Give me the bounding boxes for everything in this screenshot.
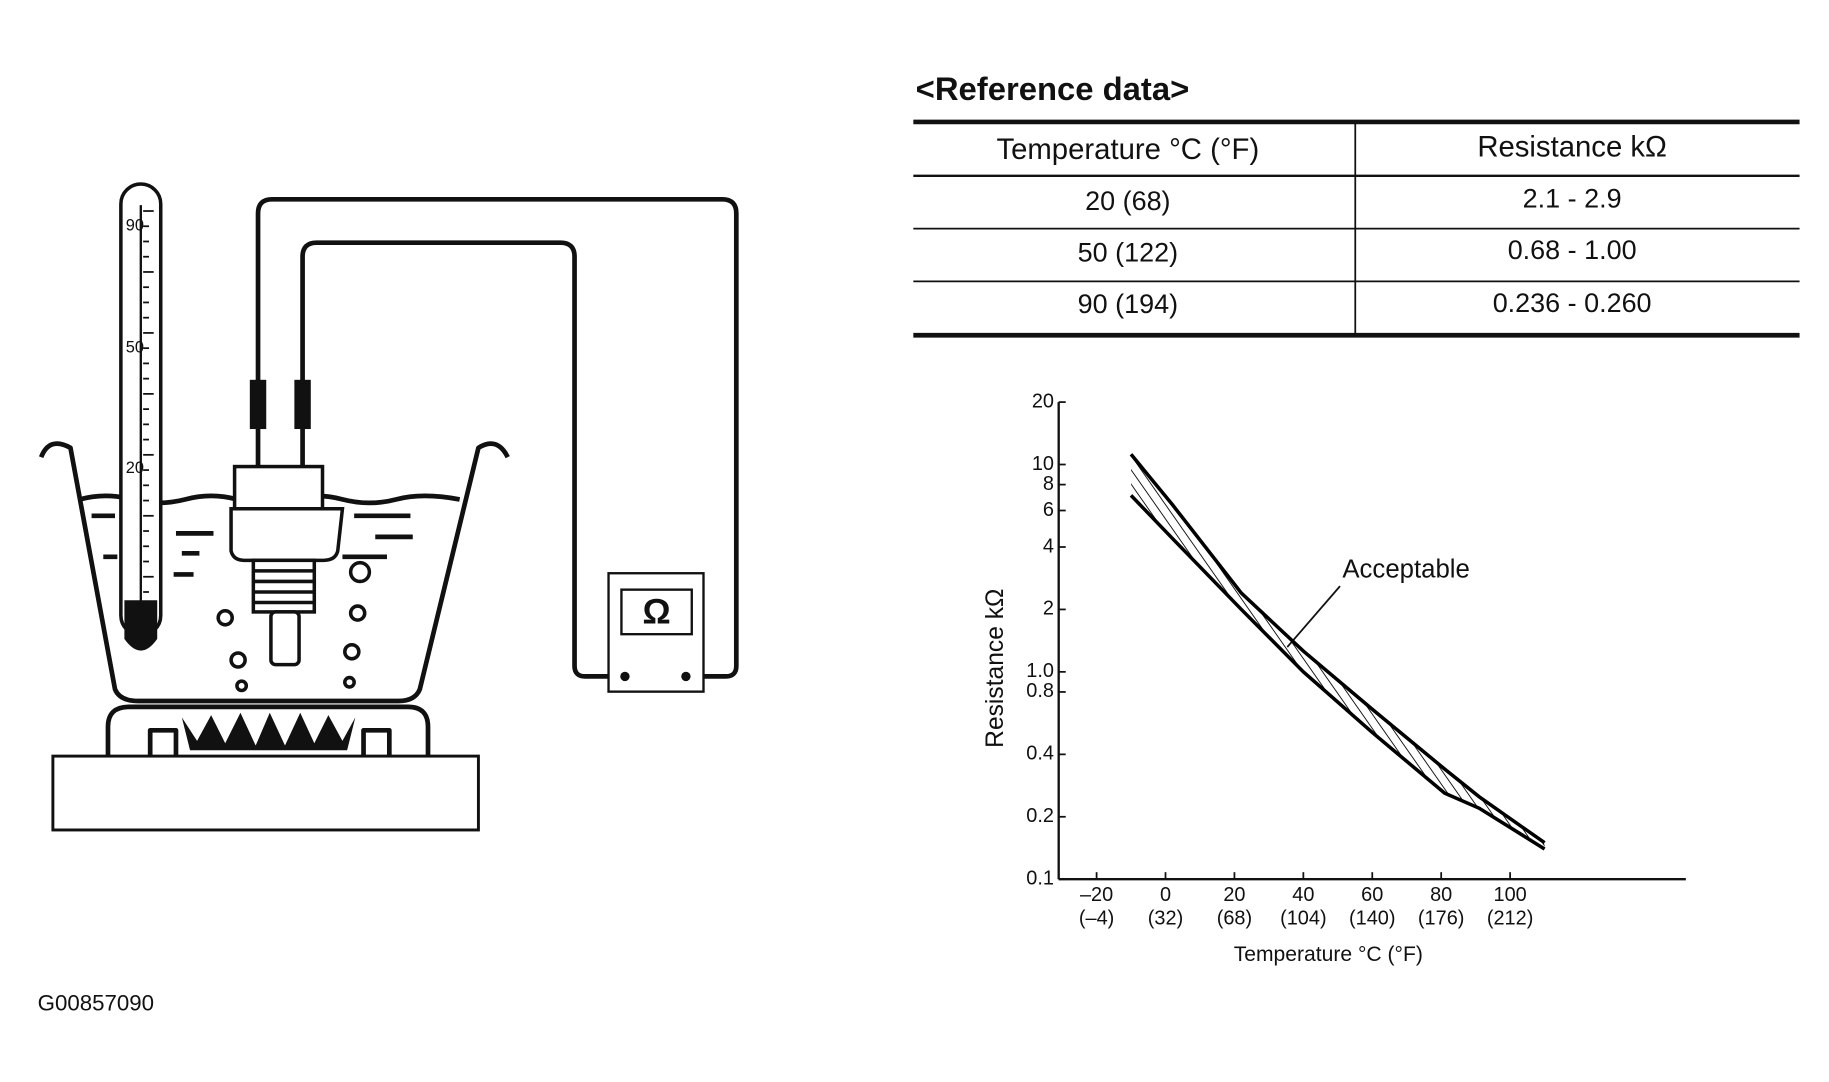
y-tick-label: 10 — [1032, 453, 1054, 475]
table-cell: 0.236 - 0.260 — [1493, 288, 1652, 318]
y-tick-label: 0.1 — [1026, 867, 1054, 889]
y-axis-label: Resistance kΩ — [982, 589, 1009, 748]
table-cell: 50 (122) — [1078, 238, 1178, 268]
annotation-leader — [1286, 585, 1341, 648]
x-tick-label: 0 — [1160, 884, 1171, 906]
annotation: Acceptable — [1342, 556, 1469, 584]
table-header: Resistance kΩ — [1477, 131, 1667, 164]
probe-tip — [620, 671, 630, 682]
bubbles — [216, 560, 372, 693]
y-tick-label: 20 — [1032, 390, 1054, 412]
wire-sleeve — [249, 379, 267, 430]
band-edge — [1129, 494, 1546, 851]
x-tick-label: –20 — [1080, 884, 1113, 906]
ohmmeter-display — [620, 588, 693, 636]
figure-id: G00857090 — [38, 991, 154, 1016]
y-tick-label: 0.2 — [1026, 805, 1054, 827]
sensor — [229, 464, 345, 667]
burner-stand — [105, 704, 431, 757]
reference-table: <Reference data> Temperature °C (°F) Res… — [913, 70, 1800, 338]
water-dashes — [91, 513, 413, 577]
thermometer-label: 50 — [126, 338, 144, 356]
band-fill — [1131, 454, 1545, 849]
meter-symbol: Ω — [643, 593, 671, 632]
wire-sleeve — [294, 379, 311, 430]
y-tick-label: 0.8 — [1026, 680, 1054, 702]
probe-tip — [681, 671, 691, 682]
thermometer-label: 90 — [126, 217, 144, 235]
x-tick-sublabel: (–4) — [1079, 907, 1114, 929]
illustration: Ω 90 50 20 — [38, 182, 739, 832]
band-edge — [1129, 453, 1546, 845]
x-tick-label: 100 — [1493, 884, 1526, 906]
x-tick-label: 80 — [1430, 884, 1452, 906]
thermometer-label: 20 — [126, 459, 144, 477]
table-header: Temperature °C (°F) — [996, 133, 1259, 166]
x-tick-sublabel: (176) — [1418, 907, 1464, 929]
x-tick-label: 40 — [1292, 884, 1314, 906]
wire — [300, 240, 625, 679]
table-cell: 2.1 - 2.9 — [1523, 184, 1622, 214]
table-cell: 90 (194) — [1078, 289, 1178, 319]
x-tick-sublabel: (140) — [1349, 907, 1395, 929]
x-tick-sublabel: (68) — [1217, 907, 1252, 929]
x-axis-label: Temperature °C (°F) — [1234, 943, 1423, 966]
x-tick-label: 60 — [1361, 884, 1383, 906]
flame — [181, 712, 356, 751]
y-tick-label: 2 — [1043, 598, 1054, 620]
x-tick-sublabel: (104) — [1280, 907, 1326, 929]
x-tick-sublabel: (32) — [1148, 907, 1183, 929]
x-tick-label: 20 — [1223, 884, 1245, 906]
table-title: <Reference data> — [916, 70, 1190, 107]
table-cell: 0.68 - 1.00 — [1508, 235, 1637, 265]
thermometer-bulb — [124, 600, 158, 651]
burner-base — [51, 754, 480, 832]
thermometer-scale — [143, 210, 154, 593]
y-tick-label: 8 — [1043, 473, 1054, 495]
table-cell: 20 (68) — [1085, 186, 1170, 216]
y-tick-label: 4 — [1043, 535, 1054, 557]
y-tick-label: 1.0 — [1026, 660, 1054, 682]
wire — [255, 196, 739, 679]
y-tick-label: 6 — [1043, 499, 1054, 521]
pot — [38, 441, 510, 704]
chart: Resistance kΩ Temperature °C (°F) Accept… — [982, 390, 1686, 966]
x-tick-sublabel: (212) — [1487, 907, 1533, 929]
y-tick-label: 0.4 — [1026, 743, 1054, 765]
